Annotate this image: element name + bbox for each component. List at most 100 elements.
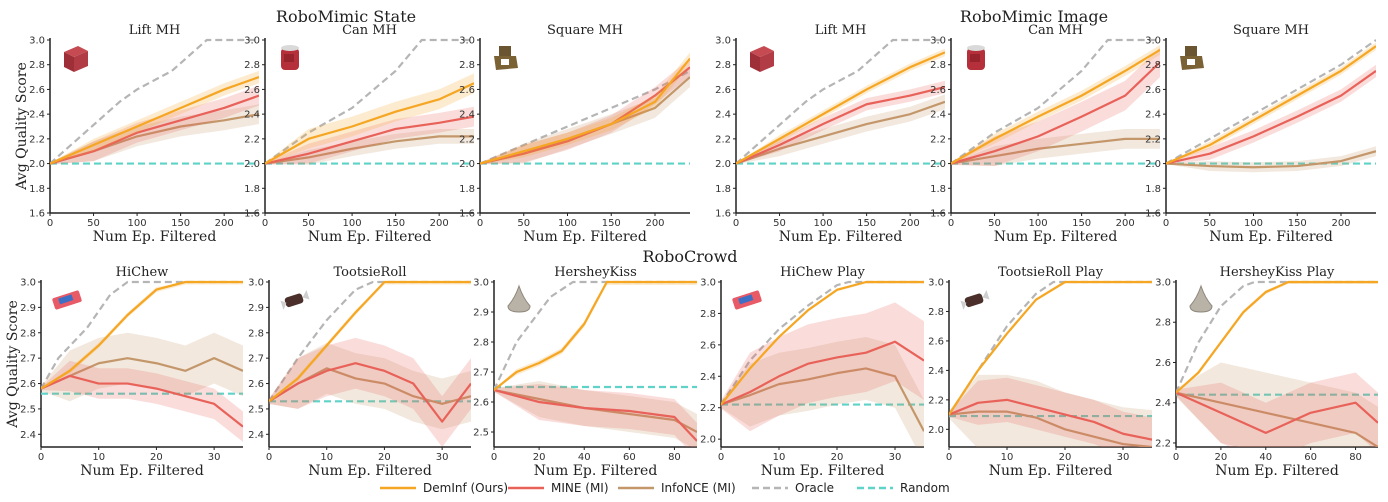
x-tick-label: 0 [262, 218, 268, 229]
series-mine-mi [480, 66, 690, 165]
x-tick-label: 0 [733, 218, 739, 229]
y-tick-label: 1.8 [459, 184, 475, 195]
y-tick-label: 2.7 [20, 354, 36, 365]
x-tick-label: 0 [47, 218, 53, 229]
panel-title: Lift MH [815, 23, 867, 38]
x-tick-label: 20 [378, 452, 391, 463]
series-deminf-ours [50, 76, 259, 165]
series-infonce-mi [951, 137, 1160, 165]
x-tick-label: 150 [857, 218, 876, 229]
y-tick-label: 2.4 [1145, 110, 1161, 121]
y-tick-label: 1.8 [930, 184, 946, 195]
y-tick-label: 2.4 [244, 110, 260, 121]
y-tick-label: 2.0 [700, 435, 716, 446]
x-tick-label: 100 [128, 218, 147, 229]
plot-area [951, 38, 1160, 167]
x-tick-label: 40 [578, 452, 591, 463]
plot-area [41, 280, 243, 442]
y-tick-label: 3.0 [700, 278, 716, 289]
x-tick-label: 10 [1001, 452, 1014, 463]
legend-label: Random [900, 481, 950, 495]
y-tick-label: 2.4 [928, 366, 944, 377]
y-tick-label: 2.2 [930, 134, 946, 145]
y-tick-label: 2.2 [29, 134, 45, 145]
x-tick-label: 80 [1349, 452, 1362, 463]
series-oracle [494, 280, 697, 391]
x-tick-label: 10 [773, 452, 786, 463]
x-tick-label: 30 [1117, 452, 1130, 463]
x-tick-label: 150 [1288, 218, 1307, 229]
y-tick-label: 2.2 [1155, 438, 1171, 449]
y-tick-label: 2.8 [1155, 318, 1171, 329]
y-tick-label: 2.8 [715, 60, 731, 71]
y-tick-label: 2.6 [20, 379, 36, 390]
x-axis-label: Num Ep. Filtered [1215, 463, 1339, 479]
x-tick-label: 100 [1029, 218, 1048, 229]
x-tick-label: 0 [718, 452, 724, 463]
series-mine-mi [1176, 391, 1378, 435]
y-tick-label: 2.4 [29, 110, 45, 121]
y-tick-label: 2.2 [1145, 134, 1161, 145]
y-tick-label: 2.8 [248, 328, 264, 339]
y-tick-label: 1.6 [1145, 209, 1161, 220]
panel-4-lift-mh: Lift MH 0 50 100 150 200 1.6 1.8 2.0 2.2 2.4 2.6 2.8… [715, 23, 945, 245]
plot-area [269, 280, 471, 447]
panel-12-hersheykiss-play: HersheyKiss Play 0 20 40 60 80 2.2 2.4 2.6 2.8 3.0… [1155, 265, 1378, 479]
panel-title: Can MH [342, 23, 397, 38]
band-infonce-mi [50, 104, 259, 165]
panel-9-hersheykiss: HersheyKiss 0 20 40 60 80 2.5 2.6 2.7 2.8 2.9 3.0 Nu… [473, 265, 697, 479]
series-deminf-ours [949, 280, 1152, 416]
x-tick-label: 100 [558, 218, 577, 229]
band-deminf-ours [265, 73, 474, 165]
y-tick-label: 2.4 [248, 430, 264, 441]
y-tick-label: 2.6 [459, 85, 475, 96]
y-tick-label: 1.6 [29, 209, 45, 220]
x-tick-label: 200 [1116, 218, 1135, 229]
y-tick-label: 1.6 [715, 209, 731, 220]
y-tick-label: 3.0 [1145, 36, 1161, 47]
panel-title: HersheyKiss Play [1220, 265, 1335, 280]
plot-area [949, 280, 1152, 447]
y-tick-label: 1.8 [715, 184, 731, 195]
x-tick-label: 0 [1163, 218, 1169, 229]
plot-area [265, 38, 474, 165]
series-infonce-mi [265, 135, 474, 165]
x-tick-label: 0 [1173, 452, 1179, 463]
x-tick-label: 30 [889, 452, 902, 463]
red-can-icon [281, 45, 299, 70]
y-tick-label: 2.6 [928, 336, 944, 347]
legend-item-deminf-ours: DemInf (Ours) [380, 481, 508, 495]
x-tick-label: 40 [1259, 452, 1272, 463]
x-tick-label: 50 [517, 218, 530, 229]
y-tick-label: 2.4 [930, 110, 946, 121]
band-deminf-ours [480, 52, 690, 165]
panel-1-lift-mh: Lift MH 0 50 100 150 200 1.6 1.8 2.0 2.2 2.4 2.6 2.8… [29, 23, 259, 245]
y-tick-label: 2.4 [1155, 398, 1171, 409]
y-tick-label: 2.9 [20, 303, 36, 314]
x-tick-label: 200 [430, 218, 449, 229]
x-axis-label: Num Ep. Filtered [523, 229, 647, 245]
series-deminf-ours [736, 51, 945, 165]
square-nut-icon [494, 46, 518, 70]
y-tick-label: 2.9 [248, 303, 264, 314]
x-tick-label: 0 [491, 452, 497, 463]
band-infonce-mi [494, 381, 697, 447]
legend-label: DemInf (Ours) [423, 481, 508, 495]
series-oracle [736, 38, 945, 165]
hichew-candy-icon [52, 290, 82, 310]
y-tick-label: 2.0 [459, 159, 475, 170]
band-mine-mi [949, 377, 1152, 447]
band-mine-mi [736, 80, 945, 165]
legend: DemInf (Ours) MINE (MI) InfoNCE (MI) Oracle… [380, 481, 950, 495]
legend-item-infonce-mi: InfoNCE (MI) [618, 481, 736, 495]
x-tick-label: 150 [602, 218, 621, 229]
y-tick-label: 2.6 [715, 85, 731, 96]
panel-title: HiChew Play [780, 265, 865, 280]
series-mine-mi [265, 115, 474, 165]
y-tick-label: 2.8 [930, 60, 946, 71]
hersheykiss-candy-icon [1189, 284, 1213, 313]
y-tick-label: 1.8 [1145, 184, 1161, 195]
legend-label: InfoNCE (MI) [661, 481, 736, 495]
x-tick-label: 200 [215, 218, 234, 229]
x-tick-label: 20 [533, 452, 546, 463]
